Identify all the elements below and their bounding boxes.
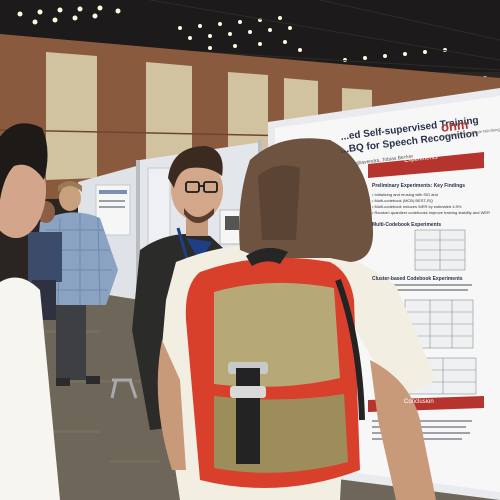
- poster-bullet-2: • Multi-codebook (MCB) BEST-RQ: [372, 198, 433, 203]
- poster-section-conclusion: Conclusion: [404, 399, 434, 405]
- attendee-with-backpack: [157, 138, 436, 500]
- poster-heading-cluster: Cluster-based Codebook Experiments: [372, 276, 463, 282]
- stool: [110, 378, 138, 399]
- poster-heading-mcb: Multi-Codebook Experiments: [372, 222, 442, 228]
- poster-table-1: [414, 229, 466, 271]
- poster-bullet-3: • Multi-codebook reduces WER by estimate…: [372, 204, 462, 209]
- poster-bullet-4: • Random quantizer codebooks improve tra…: [372, 210, 490, 215]
- poster-bullet-1: • Initializing and reusing with SID and: [372, 192, 438, 197]
- poster-section-bar-experiments: [368, 152, 484, 178]
- poster-heading-key-findings: Preliminary Experiments: Key Findings: [372, 183, 466, 189]
- attendee-foreground-left: [0, 123, 60, 500]
- glasses-icon: [185, 181, 218, 193]
